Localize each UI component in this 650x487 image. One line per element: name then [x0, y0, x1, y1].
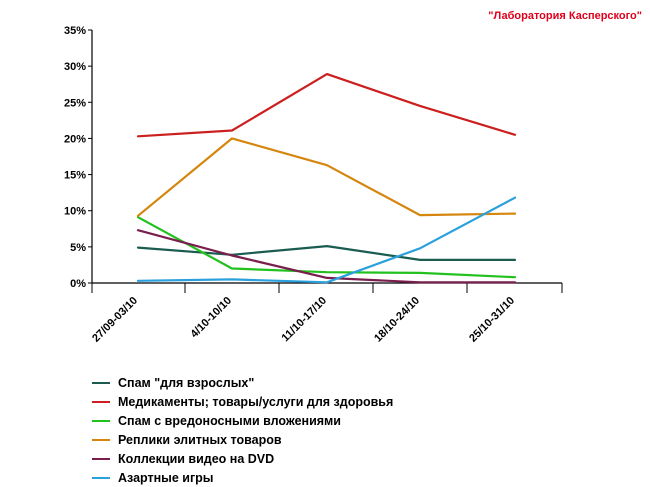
legend-label: Азартные игры	[118, 470, 214, 485]
x-tick-label: 4/10-10/10	[188, 295, 234, 341]
legend-swatch	[92, 457, 110, 460]
y-tick-label: 15%	[64, 170, 86, 182]
y-tick-label: 25%	[64, 97, 86, 109]
series-lines	[136, 72, 517, 284]
legend-label: Спам "для взрослых"	[118, 375, 255, 390]
series-line	[136, 196, 517, 284]
y-tick-label: 35%	[64, 25, 86, 37]
x-tick-label: 11/10-17/10	[280, 295, 330, 345]
series-line	[136, 229, 517, 284]
series-line	[136, 216, 517, 279]
line-chart: 0% 5% 10% 15% 20% 25% 30% 35% 27/09-03/10 4/10-1…	[64, 25, 563, 345]
legend-label: Коллекции видео на DVD	[118, 451, 275, 466]
legend-item: Спам "для взрослых"	[92, 373, 393, 392]
legend-item: Спам с вредоносными вложениями	[92, 411, 393, 430]
legend-swatch	[92, 419, 110, 422]
x-axis-ticks: 27/09-03/10 4/10-10/10 11/10-17/10 18/10-24…	[90, 283, 563, 345]
x-tick-label: 25/10-31/10	[467, 295, 517, 345]
y-tick-label: 20%	[64, 133, 86, 145]
x-tick-label: 27/09-03/10	[90, 295, 140, 345]
legend-label: Медикаменты; товары/услуги для здоровья	[118, 394, 394, 409]
legend-item: Реплики элитных товаров	[92, 430, 393, 449]
legend-label: Спам с вредоносными вложениями	[118, 413, 341, 428]
legend-swatch	[92, 438, 110, 441]
legend-item: Азартные игры	[92, 468, 393, 487]
legend-item: Коллекции видео на DVD	[92, 449, 393, 468]
legend-swatch	[92, 400, 110, 403]
series-line	[136, 72, 517, 138]
series-line	[136, 137, 517, 217]
brand-label: "Лаборатория Касперского"	[488, 10, 642, 22]
y-tick-label: 30%	[64, 61, 86, 73]
legend-item: Медикаменты; товары/услуги для здоровья	[92, 392, 393, 411]
x-tick-label: 18/10-24/10	[372, 295, 422, 345]
y-tick-label: 0%	[70, 278, 86, 290]
legend-swatch	[92, 476, 110, 479]
y-tick-label: 5%	[70, 242, 86, 254]
y-tick-label: 10%	[64, 206, 86, 218]
legend: Спам "для взрослых" Медикаменты; товары/у…	[92, 373, 393, 487]
y-axis-ticks: 0% 5% 10% 15% 20% 25% 30% 35%	[64, 25, 92, 290]
legend-swatch	[92, 381, 110, 384]
legend-label: Реплики элитных товаров	[118, 432, 282, 447]
